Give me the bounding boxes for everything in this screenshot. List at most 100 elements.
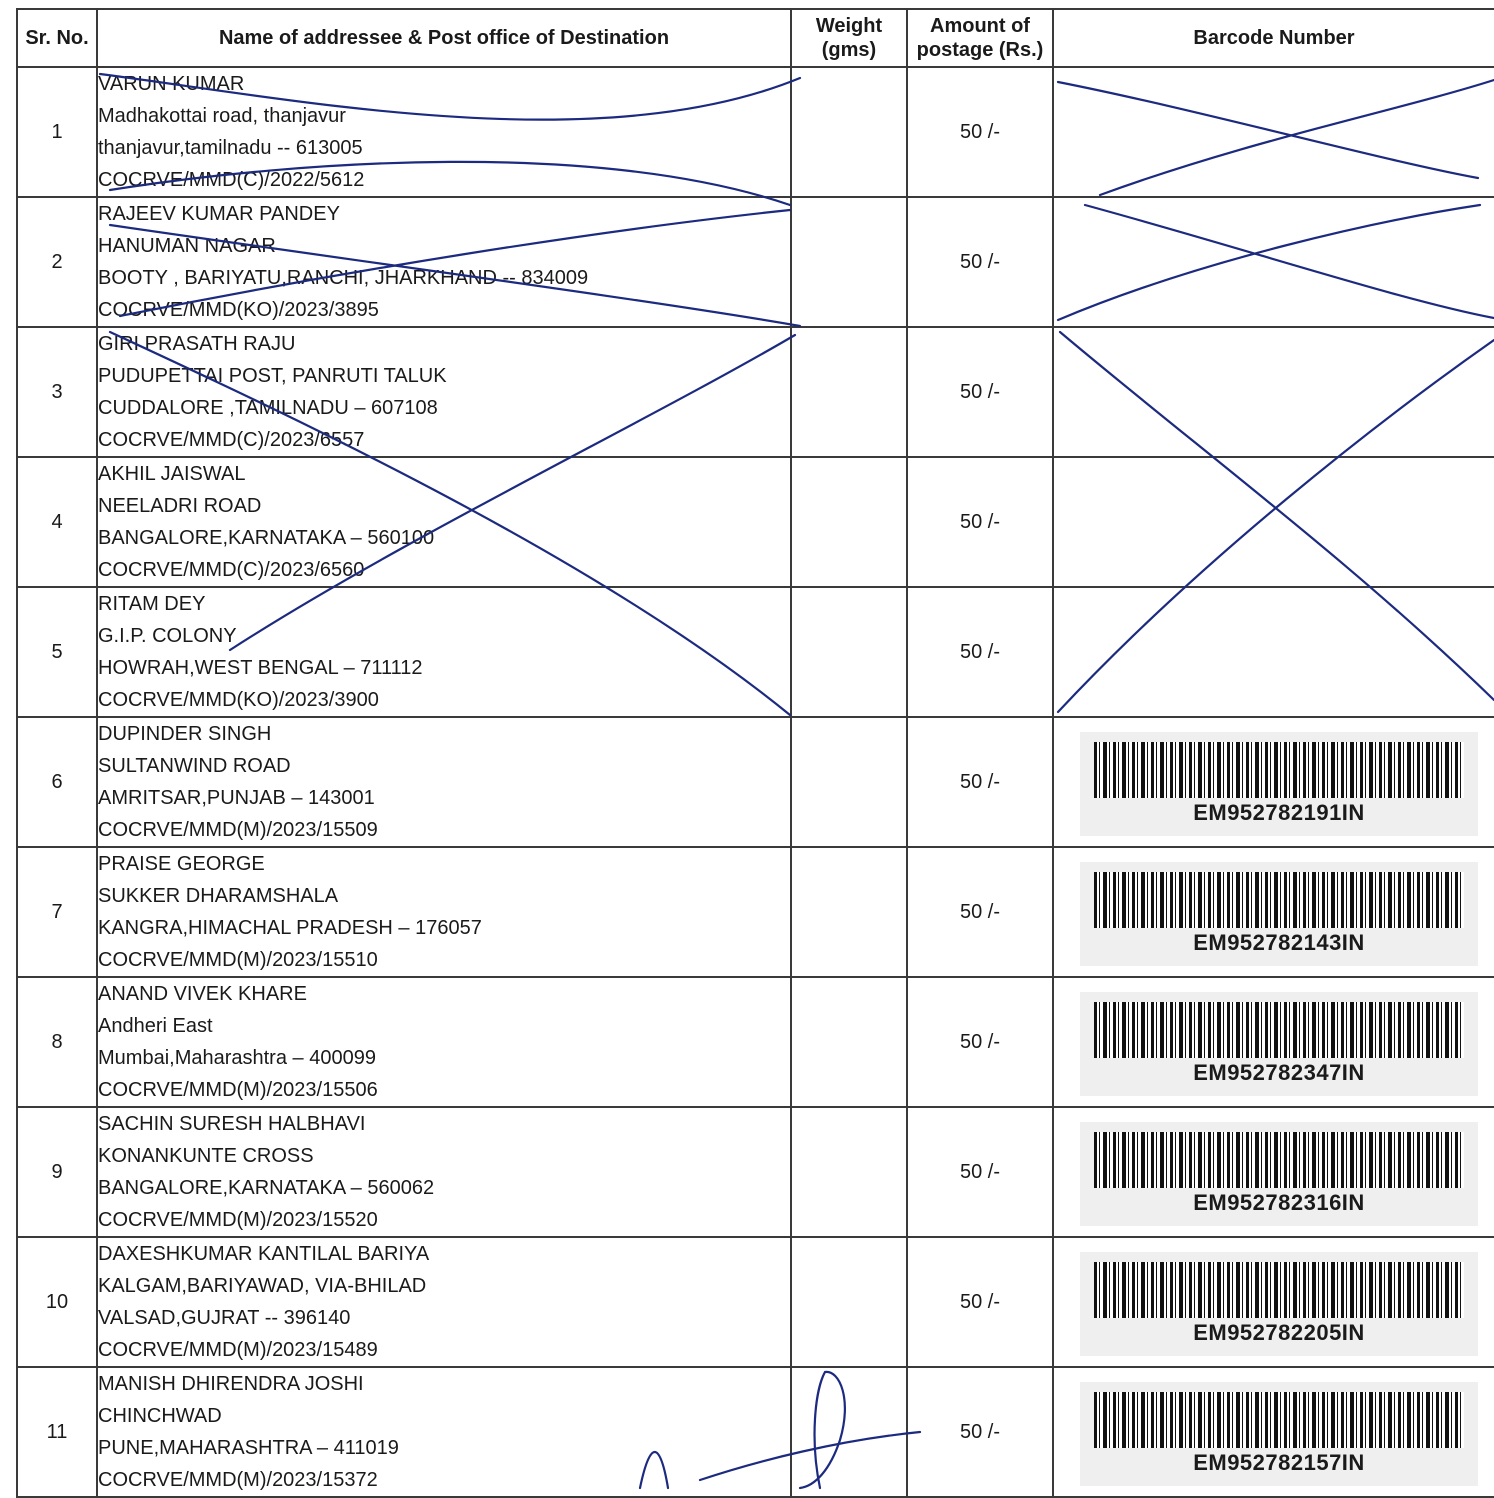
barcode-sticker: EM952782205IN: [1080, 1252, 1478, 1356]
table-row: 6 DUPINDER SINGH SULTANWIND ROAD AMRITSAR,P…: [16, 716, 1494, 848]
weight-cell: [790, 66, 908, 198]
address-line: BOOTY , BARIYATU,RANCHI, JHARKHAND -- 83…: [98, 267, 589, 289]
postage-amount-cell: 50 /-: [906, 456, 1054, 588]
barcode-number: EM952782191IN: [1193, 800, 1365, 825]
barcode-icon: [1094, 872, 1464, 928]
sr-no-cell: 7: [16, 846, 98, 978]
address-line: CUDDALORE ,TAMILNADU – 607108: [98, 397, 438, 419]
header-barcode: Barcode Number: [1052, 8, 1494, 68]
address-line: SACHIN SURESH HALBHAVI: [98, 1113, 366, 1135]
address-line: CHINCHWAD: [98, 1405, 222, 1427]
header-weight: Weight (gms): [790, 8, 908, 68]
table-row: 4 AKHIL JAISWAL NEELADRI ROAD BANGALORE,KAR…: [16, 456, 1494, 588]
sr-no-cell: 8: [16, 976, 98, 1108]
address-line: COCRVE/MMD(C)/2022/5612: [98, 169, 365, 191]
barcode-icon: [1094, 1392, 1464, 1448]
weight-cell: [790, 976, 908, 1108]
address-line: BANGALORE,KARNATAKA – 560100: [98, 527, 435, 549]
address-line: COCRVE/MMD(M)/2023/15506: [98, 1079, 378, 1101]
addressee-cell: PRAISE GEORGE SUKKER DHARAMSHALA KANGRA,HI…: [96, 846, 792, 978]
table-row: 10 DAXESHKUMAR KANTILAL BARIYA KALGAM,BARI…: [16, 1236, 1494, 1368]
address-line: NEELADRI ROAD: [98, 495, 262, 517]
weight-cell: [790, 456, 908, 588]
address-line: Madhakottai road, thanjavur: [98, 105, 346, 127]
weight-cell: [790, 1106, 908, 1238]
barcode-number: EM952782316IN: [1193, 1190, 1365, 1215]
barcode-cell: [1052, 196, 1494, 328]
barcode-cell: [1052, 586, 1494, 718]
header-sr-no: Sr. No.: [16, 8, 98, 68]
address-line: VALSAD,GUJRAT -- 396140: [98, 1307, 351, 1329]
sr-no-cell: 3: [16, 326, 98, 458]
barcode-icon: [1094, 1002, 1464, 1058]
barcode-icon: [1094, 742, 1464, 798]
table-row: 7 PRAISE GEORGE SUKKER DHARAMSHALA KANGRA,H…: [16, 846, 1494, 978]
address-line: COCRVE/MMD(M)/2023/15372: [98, 1469, 378, 1491]
table-row: 2 RAJEEV KUMAR PANDEY HANUMAN NAGAR BOOTY ,…: [16, 196, 1494, 328]
address-line: ANAND VIVEK KHARE: [98, 983, 307, 1005]
addressee-cell: VARUN KUMAR Madhakottai road, thanjavur th…: [96, 66, 792, 198]
table-row: 3 GIRI PRASATH RAJU PUDUPETTAI POST, PANRU…: [16, 326, 1494, 458]
address-line: COCRVE/MMD(C)/2023/6557: [98, 429, 365, 451]
sr-no-cell: 9: [16, 1106, 98, 1238]
postal-dispatch-table: Sr. No. Name of addressee & Post office …: [16, 8, 1494, 1498]
postage-amount-cell: 50 /-: [906, 66, 1054, 198]
addressee-cell: SACHIN SURESH HALBHAVI KONANKUNTE CROSS BA…: [96, 1106, 792, 1238]
barcode-cell: EM952782205IN: [1052, 1236, 1494, 1368]
address-line: VARUN KUMAR: [98, 73, 245, 95]
address-line: COCRVE/MMD(KO)/2023/3895: [98, 299, 379, 321]
address-line: COCRVE/MMD(M)/2023/15510: [98, 949, 378, 971]
address-line: KANGRA,HIMACHAL PRADESH – 176057: [98, 917, 482, 939]
table-row: 8 ANAND VIVEK KHARE Andheri East Mumbai,Mah…: [16, 976, 1494, 1108]
address-line: PUNE,MAHARASHTRA – 411019: [98, 1437, 399, 1459]
barcode-sticker: EM952782157IN: [1080, 1382, 1478, 1486]
address-line: AMRITSAR,PUNJAB – 143001: [98, 787, 375, 809]
postage-amount-cell: 50 /-: [906, 846, 1054, 978]
sr-no-cell: 5: [16, 586, 98, 718]
postage-amount-cell: 50 /-: [906, 1366, 1054, 1498]
postage-amount-cell: 50 /-: [906, 586, 1054, 718]
barcode-number: EM952782157IN: [1193, 1450, 1365, 1475]
addressee-cell: RITAM DEY G.I.P. COLONY HOWRAH,WEST BENGAL…: [96, 586, 792, 718]
postage-amount-cell: 50 /-: [906, 326, 1054, 458]
address-line: DUPINDER SINGH: [98, 723, 272, 745]
table-body: 1 VARUN KUMAR Madhakottai road, thanjavur t…: [16, 66, 1494, 1498]
barcode-cell: EM952782191IN: [1052, 716, 1494, 848]
address-line: G.I.P. COLONY: [98, 625, 237, 647]
weight-cell: [790, 1236, 908, 1368]
addressee-cell: DUPINDER SINGH SULTANWIND ROAD AMRITSAR,PU…: [96, 716, 792, 848]
address-line: MANISH DHIRENDRA JOSHI: [98, 1373, 364, 1395]
address-line: COCRVE/MMD(M)/2023/15489: [98, 1339, 378, 1361]
barcode-cell: [1052, 66, 1494, 198]
address-line: SULTANWIND ROAD: [98, 755, 291, 777]
postage-amount-cell: 50 /-: [906, 716, 1054, 848]
address-line: thanjavur,tamilnadu -- 613005: [98, 137, 363, 159]
table-row: 5 RITAM DEY G.I.P. COLONY HOWRAH,WEST BENGA…: [16, 586, 1494, 718]
address-line: COCRVE/MMD(M)/2023/15520: [98, 1209, 378, 1231]
address-line: COCRVE/MMD(C)/2023/6560: [98, 559, 365, 581]
address-line: HOWRAH,WEST BENGAL – 711112: [98, 657, 423, 679]
barcode-cell: EM952782347IN: [1052, 976, 1494, 1108]
address-line: GIRI PRASATH RAJU: [98, 333, 296, 355]
barcode-cell: [1052, 326, 1494, 458]
address-line: PRAISE GEORGE: [98, 853, 265, 875]
address-line: COCRVE/MMD(M)/2023/15509: [98, 819, 378, 841]
header-amount: Amount of postage (Rs.): [906, 8, 1054, 68]
postage-amount-cell: 50 /-: [906, 196, 1054, 328]
addressee-cell: DAXESHKUMAR KANTILAL BARIYA KALGAM,BARIYA…: [96, 1236, 792, 1368]
sr-no-cell: 2: [16, 196, 98, 328]
table-row: 9 SACHIN SURESH HALBHAVI KONANKUNTE CROSS B…: [16, 1106, 1494, 1238]
weight-cell: [790, 586, 908, 718]
address-line: KALGAM,BARIYAWAD, VIA-BHILAD: [98, 1275, 427, 1297]
address-line: BANGALORE,KARNATAKA – 560062: [98, 1177, 435, 1199]
address-line: DAXESHKUMAR KANTILAL BARIYA: [98, 1243, 430, 1265]
sr-no-cell: 11: [16, 1366, 98, 1498]
weight-cell: [790, 846, 908, 978]
address-line: RITAM DEY: [98, 593, 206, 615]
barcode-sticker: EM952782191IN: [1080, 732, 1478, 836]
barcode-cell: EM952782143IN: [1052, 846, 1494, 978]
header-addressee: Name of addressee & Post office of Desti…: [96, 8, 792, 68]
barcode-sticker: EM952782316IN: [1080, 1122, 1478, 1226]
address-line: COCRVE/MMD(KO)/2023/3900: [98, 689, 379, 711]
